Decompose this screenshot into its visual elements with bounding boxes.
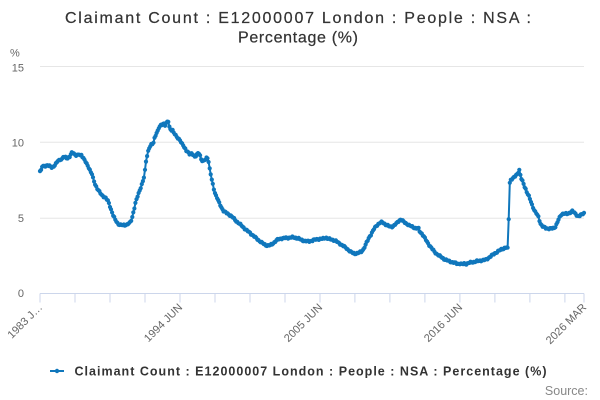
svg-text:Claimant Count : E12000007 Lon: Claimant Count : E12000007 London : Peop… (65, 10, 531, 27)
svg-text:Claimant Count : E12000007 Lon: Claimant Count : E12000007 London : Peop… (75, 365, 547, 379)
svg-text:Source:: Source: (545, 384, 588, 398)
svg-text:5: 5 (18, 213, 24, 225)
svg-text:0: 0 (18, 288, 24, 300)
svg-text:10: 10 (12, 138, 24, 150)
svg-text:15: 15 (12, 63, 24, 75)
svg-text:Percentage (%): Percentage (%) (238, 30, 358, 47)
svg-text:%: % (10, 48, 20, 60)
